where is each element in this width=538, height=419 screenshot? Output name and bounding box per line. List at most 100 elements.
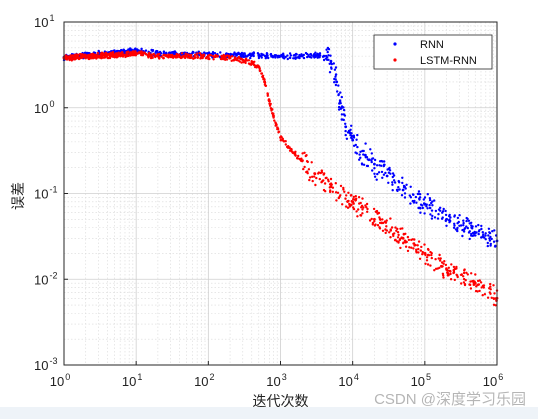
scatter-point bbox=[113, 56, 117, 59]
scatter-point bbox=[358, 153, 361, 156]
scatter-point bbox=[463, 228, 466, 231]
scatter-point bbox=[462, 230, 466, 233]
scatter-point bbox=[418, 196, 422, 199]
scatter-point bbox=[258, 54, 262, 58]
scatter-point bbox=[472, 234, 475, 237]
scatter-point bbox=[397, 240, 400, 243]
scatter-point bbox=[392, 179, 396, 182]
scatter-point bbox=[473, 283, 476, 286]
scatter-point bbox=[480, 286, 483, 289]
scatter-point bbox=[250, 62, 254, 66]
scatter-point bbox=[490, 296, 493, 299]
scatter-point bbox=[359, 214, 362, 217]
scatter-point bbox=[194, 56, 197, 59]
scatter-point bbox=[150, 53, 153, 56]
scatter-point bbox=[441, 216, 444, 219]
scatter-point bbox=[428, 203, 431, 207]
scatter-point bbox=[298, 56, 301, 60]
scatter-point bbox=[267, 56, 270, 60]
scatter-point bbox=[458, 214, 461, 217]
scatter-point bbox=[303, 151, 306, 154]
scatter-point bbox=[491, 230, 494, 233]
scatter-point bbox=[408, 246, 411, 249]
scatter-point bbox=[65, 57, 69, 60]
scatter-point bbox=[140, 47, 143, 50]
scatter-point bbox=[375, 164, 379, 167]
scatter-point bbox=[428, 206, 432, 210]
scatter-point bbox=[362, 206, 365, 209]
scatter-point bbox=[252, 52, 255, 56]
scatter-point bbox=[393, 232, 396, 235]
scatter-point bbox=[399, 227, 402, 230]
scatter-point bbox=[303, 165, 306, 169]
scatter-point bbox=[471, 227, 474, 230]
scatter-point bbox=[362, 163, 366, 166]
scatter-point bbox=[99, 54, 102, 58]
scatter-point bbox=[87, 54, 91, 58]
scatter-point bbox=[350, 136, 353, 139]
scatter-point bbox=[349, 134, 352, 137]
scatter-point bbox=[385, 225, 388, 228]
scatter-point bbox=[212, 58, 215, 61]
scatter-point bbox=[257, 56, 261, 60]
scatter-point bbox=[209, 54, 213, 57]
scatter-point bbox=[179, 55, 183, 58]
scatter-point bbox=[456, 216, 460, 220]
scatter-point bbox=[269, 102, 272, 106]
scatter-point bbox=[434, 258, 437, 261]
scatter-point bbox=[342, 118, 345, 122]
scatter-point bbox=[342, 108, 346, 112]
scatter-point bbox=[407, 238, 411, 242]
scatter-point bbox=[133, 50, 136, 53]
scatter-point bbox=[467, 219, 471, 222]
scatter-point bbox=[386, 168, 389, 171]
scatter-point bbox=[462, 219, 465, 222]
scatter-point bbox=[417, 192, 420, 196]
data-point bbox=[401, 188, 405, 192]
scatter-point bbox=[308, 178, 311, 182]
scatter-point bbox=[109, 52, 112, 56]
x-tick-exponent: 0 bbox=[65, 372, 70, 382]
scatter-point bbox=[461, 234, 464, 238]
scatter-point bbox=[401, 227, 404, 230]
scatter-point bbox=[387, 181, 390, 184]
y-tick-exponent: 1 bbox=[49, 13, 54, 23]
scatter-point bbox=[376, 172, 379, 176]
scatter-point bbox=[354, 195, 357, 198]
scatter-point bbox=[330, 183, 333, 186]
scatter-point bbox=[419, 207, 422, 210]
scatter-point bbox=[365, 202, 369, 206]
scatter-point bbox=[452, 265, 456, 269]
scatter-point bbox=[321, 55, 325, 58]
scatter-point bbox=[158, 57, 161, 60]
scatter-point bbox=[177, 53, 181, 56]
scatter-point bbox=[353, 198, 357, 201]
scatter-point bbox=[401, 176, 404, 179]
scatter-point bbox=[417, 247, 420, 251]
data-point bbox=[335, 80, 339, 84]
scatter-point bbox=[468, 237, 471, 241]
scatter-point bbox=[481, 294, 484, 297]
scatter-point bbox=[273, 54, 277, 57]
scatter-point bbox=[390, 226, 394, 229]
scatter-point bbox=[334, 75, 337, 78]
scatter-point bbox=[410, 246, 413, 249]
scatter-point bbox=[207, 54, 210, 58]
scatter-point bbox=[453, 267, 456, 271]
scatter-point bbox=[329, 61, 333, 65]
scatter-point bbox=[297, 154, 300, 158]
scatter-point bbox=[446, 272, 450, 275]
scatter-point bbox=[492, 297, 496, 301]
scatter-point bbox=[306, 160, 309, 164]
scatter-point bbox=[301, 159, 304, 162]
scatter-point bbox=[288, 52, 292, 55]
scatter-point bbox=[419, 211, 422, 214]
scatter-point bbox=[389, 228, 392, 231]
scatter-point bbox=[420, 245, 423, 249]
scatter-point bbox=[349, 204, 352, 207]
scatter-point bbox=[419, 203, 423, 206]
scatter-point bbox=[106, 56, 109, 60]
scatter-point bbox=[373, 175, 377, 178]
scatter-point bbox=[274, 56, 277, 59]
scatter-point bbox=[359, 156, 362, 159]
